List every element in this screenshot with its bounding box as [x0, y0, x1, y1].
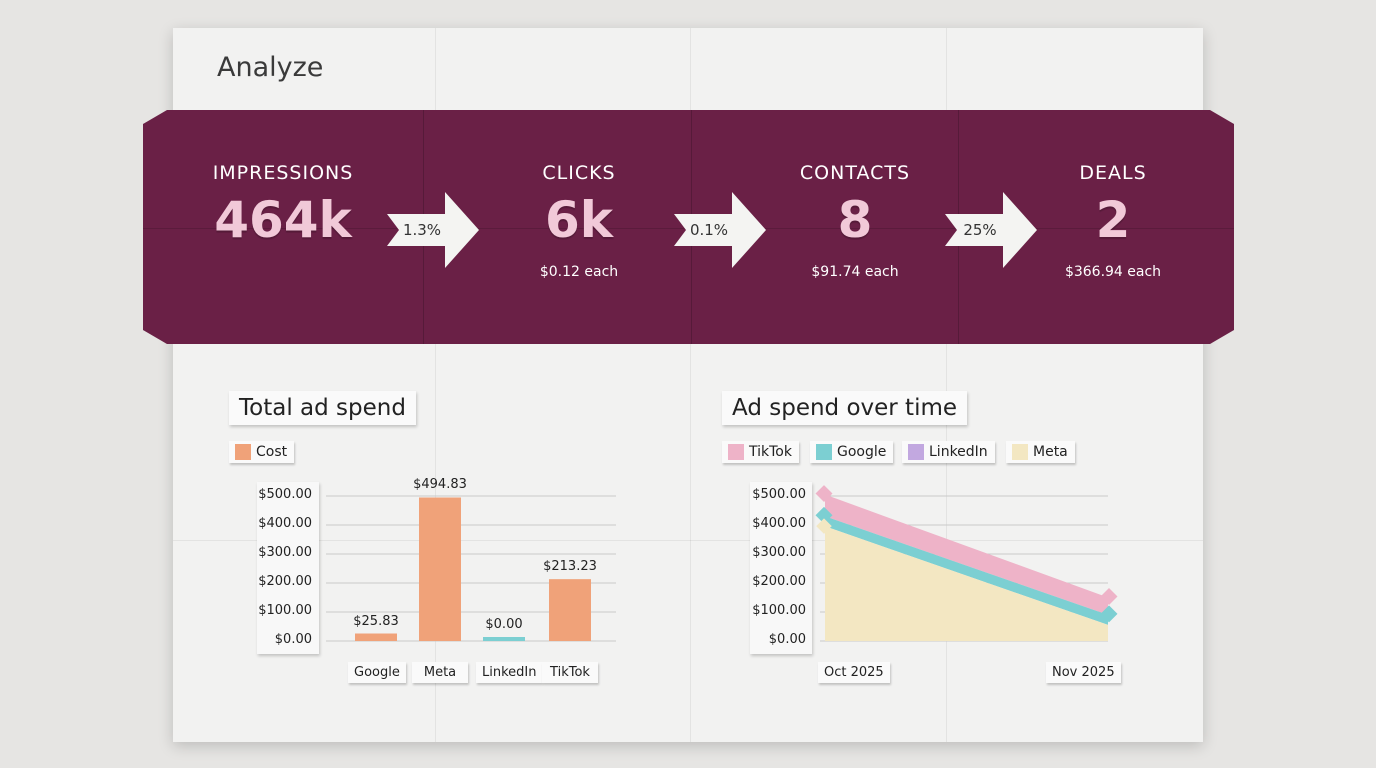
stage-cost: $366.94 each [1064, 264, 1162, 280]
x-tick-label: LinkedIn [476, 662, 543, 683]
stage-label: DEALS [1079, 162, 1147, 184]
funnel-stage-clicks: CLICKS 6k $0.12 each [479, 162, 679, 280]
legend-item-linkedin: LinkedIn [902, 441, 995, 463]
arrow-right-icon [387, 192, 479, 268]
stage-value: 6k [544, 191, 614, 249]
arrow-right-icon [674, 192, 766, 268]
chart-title-total-ad-spend: Total ad spend [229, 391, 416, 425]
y-tick-label: $300.00 [258, 545, 312, 560]
paper-fold [173, 540, 1203, 541]
data-label: $213.23 [543, 559, 597, 575]
y-tick-label: $500.00 [258, 487, 312, 502]
y-tick-label: $200.00 [752, 574, 806, 589]
paper-fold [435, 28, 436, 742]
funnel-stage-impressions: IMPRESSIONS 464k [183, 162, 383, 248]
y-tick-label: $100.00 [258, 603, 312, 618]
y-tick-label: $200.00 [258, 574, 312, 589]
data-label: $25.83 [353, 613, 399, 629]
legend-swatch [908, 444, 924, 460]
area-meta [825, 526, 1108, 641]
funnel-stage-deals: DEALS 2 $366.94 each [1013, 162, 1213, 280]
conversion-rate: 0.1% [689, 221, 729, 239]
legend-item-google: Google [810, 441, 894, 463]
y-tick-label: $500.00 [752, 487, 806, 502]
paper-fold [946, 28, 947, 742]
conversion-rate: 1.3% [402, 221, 442, 239]
legend-item-cost: Cost [229, 441, 295, 463]
funnel-stage-contacts: CONTACTS 8 $91.74 each [755, 162, 955, 280]
x-tick-label: Nov 2025 [1046, 662, 1121, 683]
stage-cost: $0.12 each [539, 264, 619, 280]
legend-item-tiktok: TikTok [722, 441, 799, 463]
chart-title-ad-spend-over-time: Ad spend over time [722, 391, 968, 425]
bar-tiktok [549, 579, 591, 641]
conversion-arrow: 1.3% [387, 192, 479, 268]
y-tick-label: $300.00 [752, 545, 806, 560]
bar-linkedin [483, 637, 525, 641]
data-label: $494.83 [413, 477, 467, 493]
legend-swatch [1012, 444, 1028, 460]
y-tick-label: $400.00 [258, 516, 312, 531]
x-tick-label: Meta [412, 662, 468, 683]
page-title: Analyze [217, 52, 324, 83]
marker-google [815, 506, 833, 524]
stage-label: CLICKS [542, 162, 616, 184]
stage-label: IMPRESSIONS [212, 162, 354, 184]
conversion-arrow: 25% [945, 192, 1037, 268]
arrow-right-icon [945, 192, 1037, 268]
y-tick-label: $400.00 [752, 516, 806, 531]
x-tick-label: Google [348, 662, 406, 683]
marker-meta [816, 518, 832, 534]
legend-swatch [816, 444, 832, 460]
legend-swatch [235, 444, 251, 460]
area-tiktok [825, 494, 1108, 615]
y-axis-card [257, 482, 319, 654]
legend-label: Cost [256, 444, 288, 460]
conversion-rate: 25% [963, 221, 997, 239]
bar-google [355, 633, 397, 641]
paper-fold [690, 28, 691, 742]
x-tick-label: TikTok [542, 662, 598, 683]
stage-cost: $91.74 each [811, 264, 899, 280]
legend-label: LinkedIn [929, 444, 988, 460]
legend-swatch [728, 444, 744, 460]
stage-label: CONTACTS [799, 162, 911, 184]
legend-label: Meta [1033, 444, 1068, 460]
y-axis-card [750, 482, 812, 654]
marker-tiktok [815, 485, 833, 503]
y-tick-label: $0.00 [274, 632, 312, 647]
stage-value: 8 [837, 191, 873, 249]
legend-label: TikTok [749, 444, 792, 460]
legend-label: Google [837, 444, 887, 460]
marker-tiktok [1100, 588, 1118, 605]
conversion-arrow: 0.1% [674, 192, 766, 268]
x-tick-label: Oct 2025 [818, 662, 890, 683]
area-google [825, 516, 1108, 625]
legend-item-meta: Meta [1006, 441, 1075, 463]
bar-meta [419, 497, 461, 641]
stage-value: 2 [1095, 191, 1131, 249]
y-tick-label: $100.00 [752, 603, 806, 618]
marker-google [1100, 605, 1118, 623]
data-label: $0.00 [485, 617, 523, 632]
y-tick-label: $0.00 [768, 632, 806, 647]
stage-value: 464k [214, 191, 352, 249]
